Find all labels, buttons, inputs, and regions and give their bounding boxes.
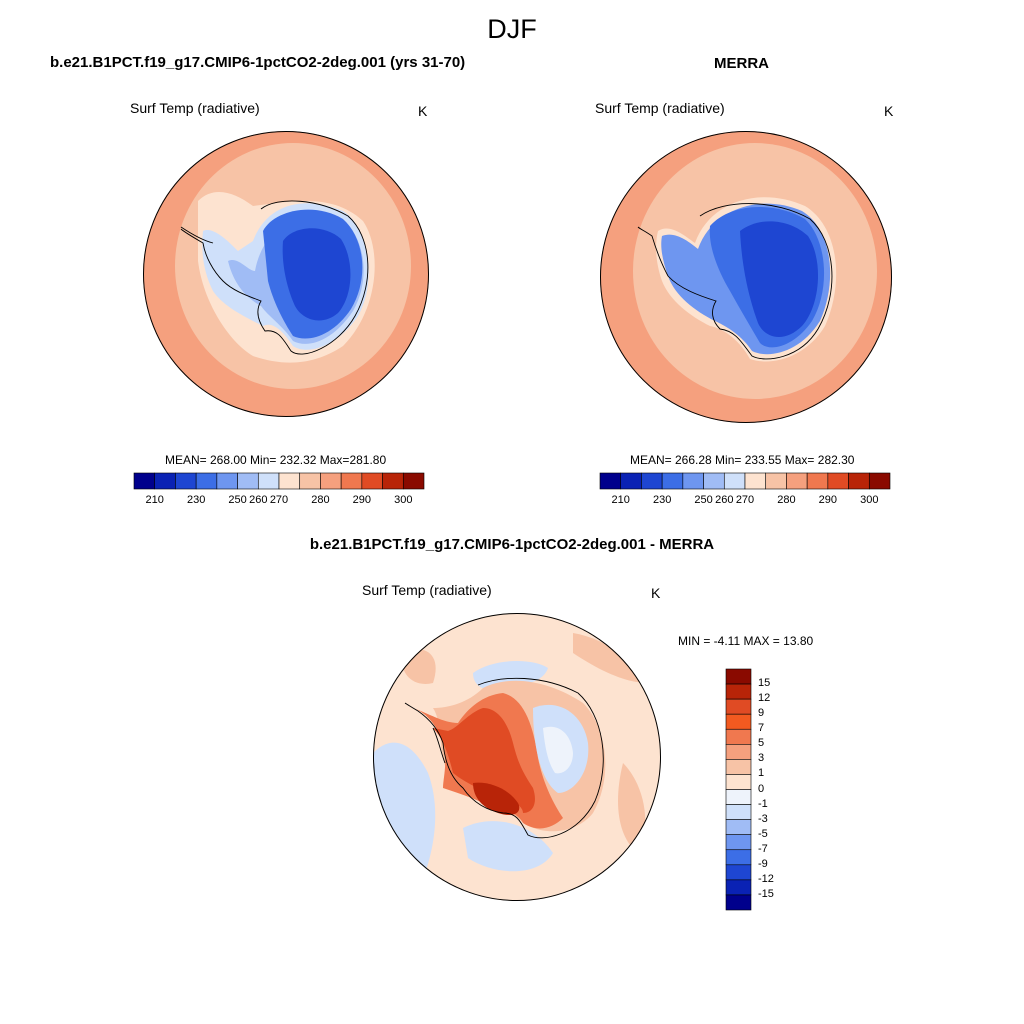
panel-1-subtitle: Surf Temp (radiative) <box>130 100 260 116</box>
panel-1-colorbar-swatch <box>320 472 342 490</box>
panel-2-colorbar-tick-label: 300 <box>860 494 879 506</box>
panel-2-colorbar-swatch <box>641 472 663 490</box>
panel-1-colorbar-swatch <box>340 472 363 490</box>
panel-3-colorbar-swatch <box>725 789 752 805</box>
panel-1-colorbar-swatch <box>278 472 301 490</box>
panel-3-colorbar-tick-label: 12 <box>758 692 771 705</box>
panel-2-title: MERRA <box>714 55 769 72</box>
panel-3-colorbar-swatch <box>725 744 752 760</box>
panel-3-colorbar-swatch <box>725 879 752 896</box>
panel-3-map <box>373 613 661 901</box>
panel-3-colorbar-swatch <box>725 804 752 820</box>
panel-3-colorbar-swatch <box>725 698 752 715</box>
panel-2-colorbar <box>599 472 891 490</box>
panel-2-colorbar-swatch <box>599 472 622 490</box>
panel-2-colorbar-labels: 210 230 250 260 270 280 290 300 <box>600 494 890 508</box>
panel-2-colorbar-swatch <box>620 472 642 490</box>
panel-3-colorbar-swatch <box>725 728 752 745</box>
panel-3-colorbar-labels: 15 12 9 7 5 3 1 0 -1 -3 -5 -7 -9 -12 -15 <box>758 669 798 910</box>
panel-3-subtitle: Surf Temp (radiative) <box>362 582 492 598</box>
panel-1-colorbar-tick-label: 280 <box>311 494 330 506</box>
panel-3-colorbar-swatch <box>725 834 752 851</box>
panel-1-colorbar-swatch <box>299 472 321 490</box>
panel-3-colorbar-swatch <box>725 683 752 700</box>
panel-1-colorbar-tick-label: 270 <box>269 494 289 506</box>
panel-3-colorbar-tick-label: -1 <box>758 797 768 810</box>
panel-2-colorbar-tick-label: 270 <box>735 494 755 506</box>
panel-3-colorbar-tick-label: -3 <box>758 812 768 825</box>
panel-1-colorbar <box>133 472 425 490</box>
panel-3-colorbar-tick-label: 5 <box>758 737 765 750</box>
panel-3-colorbar-tick-label: -12 <box>758 872 774 885</box>
panel-2-colorbar-tick-label: 260 <box>715 494 734 506</box>
panel-3-colorbar-tick-label: 9 <box>758 707 765 720</box>
panel-1-colorbar-swatch <box>154 472 176 490</box>
panel-3-colorbar-tick-label: 15 <box>758 677 771 690</box>
panel-1-colorbar-tick-label: 290 <box>352 494 372 506</box>
panel-3-colorbar-tick-label: 0 <box>758 782 765 795</box>
panel-1-units: K <box>418 103 428 119</box>
panel-1-colorbar-swatch <box>133 472 156 490</box>
panel-2-colorbar-tick-label: 210 <box>611 494 630 506</box>
panel-3-colorbar-swatch <box>725 864 752 881</box>
panel-1-colorbar-swatch <box>361 472 383 490</box>
panel-1-colorbar-swatch <box>195 472 218 490</box>
panel-2-colorbar-swatch <box>765 472 787 490</box>
panel-1-title: b.e21.B1PCT.f19_g17.CMIP6-1pctCO2-2deg.0… <box>50 54 466 71</box>
panel-2-colorbar-swatch <box>661 472 684 490</box>
panel-3-colorbar-swatch <box>725 774 752 790</box>
panel-1-colorbar-labels: 210 230 250 260 270 280 290 300 <box>134 494 424 508</box>
panel-2-colorbar-swatch <box>848 472 870 490</box>
panel-3-colorbar-tick-label: -7 <box>758 842 768 855</box>
panel-3-colorbar-tick-label: 7 <box>758 722 765 735</box>
panel-1-colorbar-tick-label: 210 <box>145 494 164 506</box>
panel-1-colorbar-tick-label: 300 <box>394 494 413 506</box>
panel-1-colorbar-swatch <box>382 472 404 490</box>
panel-2-subtitle: Surf Temp (radiative) <box>595 100 725 116</box>
panel-1-colorbar-swatch <box>216 472 238 490</box>
panel-3-colorbar-swatch <box>725 819 752 835</box>
panel-3-stats: MIN = -4.11 MAX = 13.80 <box>678 634 814 648</box>
panel-1-stats: MEAN= 268.00 Min= 232.32 Max=281.80 <box>165 453 387 467</box>
panel-1-colorbar-swatch <box>257 472 280 490</box>
panel-2-map <box>600 131 892 423</box>
panel-1-map <box>143 131 429 417</box>
panel-2-colorbar-swatch <box>682 472 704 490</box>
panel-2-colorbar-swatch <box>806 472 829 490</box>
panel-2-stats: MEAN= 266.28 Min= 233.55 Max= 282.30 <box>630 453 855 467</box>
figure-season-title: DJF <box>487 14 537 44</box>
panel-3-title: b.e21.B1PCT.f19_g17.CMIP6-1pctCO2-2deg.0… <box>309 536 715 553</box>
panel-1-colorbar-swatch <box>237 472 259 490</box>
panel-2-colorbar-tick-label: 280 <box>777 494 796 506</box>
panel-3-colorbar-tick-label: 3 <box>758 752 765 765</box>
panel-2-colorbar-swatch <box>744 472 767 490</box>
panel-1-colorbar-tick-label: 230 <box>186 494 206 506</box>
panel-3-colorbar-tick-label: 1 <box>758 767 765 780</box>
panel-3-units: K <box>651 585 661 601</box>
panel-2-colorbar-swatch <box>868 472 891 490</box>
panel-3-colorbar-tick-label: -9 <box>758 857 768 870</box>
panel-2-colorbar-swatch <box>786 472 808 490</box>
panel-2-colorbar-swatch <box>827 472 849 490</box>
panel-3-colorbar-swatch <box>725 668 752 685</box>
panel-3-colorbar <box>725 668 752 911</box>
panel-3-colorbar-swatch <box>725 849 752 866</box>
panel-2-colorbar-tick-label: 290 <box>818 494 838 506</box>
panel-2-colorbar-swatch <box>703 472 725 490</box>
panel-1-colorbar-tick-label: 250 <box>228 494 247 506</box>
panel-2-units: K <box>884 103 894 119</box>
panel-3-colorbar-swatch <box>725 713 752 730</box>
panel-3-colorbar-tick-label: -15 <box>758 887 774 900</box>
panel-2-colorbar-swatch <box>723 472 746 490</box>
panel-1-colorbar-tick-label: 260 <box>249 494 268 506</box>
panel-1-colorbar-swatch <box>175 472 197 490</box>
panel-3-colorbar-swatch <box>725 894 752 911</box>
panel-3-colorbar-swatch <box>725 759 752 775</box>
panel-2-colorbar-tick-label: 250 <box>694 494 713 506</box>
panel-1-colorbar-swatch <box>402 472 425 490</box>
panel-3-colorbar-tick-label: -5 <box>758 827 768 840</box>
panel-2-colorbar-tick-label: 230 <box>652 494 672 506</box>
